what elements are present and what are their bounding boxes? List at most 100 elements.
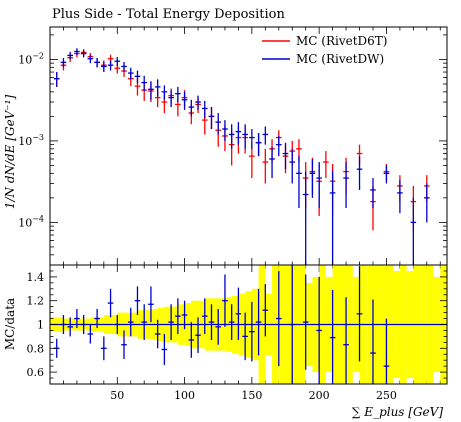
tick-label-exponent: −4 xyxy=(32,214,44,223)
legend-entry-dw: MC (RivetDW) xyxy=(262,52,384,66)
main-point xyxy=(127,67,134,80)
ratio-point xyxy=(235,287,242,340)
main-frame xyxy=(49,26,448,266)
ratio-point xyxy=(262,284,269,337)
ratio-point xyxy=(249,301,255,362)
main-point xyxy=(424,183,430,223)
ratio-point xyxy=(228,304,235,340)
main-point xyxy=(188,99,195,117)
main-point xyxy=(329,170,336,265)
main-point xyxy=(242,124,248,149)
main-point xyxy=(323,151,329,179)
main-point xyxy=(222,120,228,141)
ratio-point xyxy=(215,309,222,345)
ratio-point xyxy=(370,299,376,384)
ratio-y-tick-label: 1 xyxy=(37,319,44,332)
main-y-axis-label-text: 1/N dN/dE [GeV⁻¹] xyxy=(3,95,17,210)
main-point xyxy=(296,156,302,209)
main-y-tick-label: 10−3 xyxy=(18,133,44,148)
main-point xyxy=(282,142,289,170)
main-point xyxy=(107,60,114,71)
main-point xyxy=(255,133,262,157)
ratio-y-tick-label: 1.4 xyxy=(27,271,45,284)
main-point xyxy=(181,91,188,110)
ratio-point xyxy=(67,317,73,337)
ratio-point xyxy=(242,312,248,361)
ratio-point xyxy=(161,334,168,365)
ratio-point xyxy=(343,297,349,384)
main-point xyxy=(235,122,242,145)
main-point xyxy=(60,58,67,68)
ratio-point xyxy=(87,324,94,344)
main-point xyxy=(215,113,222,135)
ratio-point xyxy=(255,288,262,356)
ratio-point xyxy=(134,286,141,315)
x-tick-label: 250 xyxy=(376,389,397,402)
tick-label-exponent: −3 xyxy=(32,133,44,142)
ratio-y-tick-label: 0.6 xyxy=(27,366,45,379)
ratio-point xyxy=(121,330,127,360)
legend: MC (RivetD6T) MC (RivetDW) xyxy=(262,34,387,66)
tick-label-base: 10 xyxy=(18,53,32,66)
ratio-point xyxy=(101,336,107,361)
chart-title: Plus Side - Total Energy Deposition xyxy=(52,7,285,22)
legend-label-d6t: MC (RivetD6T) xyxy=(296,34,387,48)
main-point xyxy=(67,51,73,60)
main-point xyxy=(275,135,282,157)
ratio-point xyxy=(127,307,134,337)
x-tick-label: 150 xyxy=(241,389,262,402)
main-y-axis-label: 1/N dN/dE [GeV⁻¹] xyxy=(3,95,17,210)
main-point xyxy=(114,57,121,67)
main-point xyxy=(74,48,80,56)
main-point xyxy=(249,129,255,149)
main-point xyxy=(53,72,60,87)
main-point xyxy=(141,75,148,91)
x-axis-label: ∑ E_plus [GeV] xyxy=(352,405,443,419)
ratio-point xyxy=(168,304,174,340)
main-point xyxy=(356,156,363,190)
main-y-tick-label: 10−2 xyxy=(18,51,44,66)
ratio-point xyxy=(188,322,195,358)
ratio-point xyxy=(316,276,322,384)
main-point xyxy=(201,100,208,119)
main-point xyxy=(161,85,168,100)
main-point xyxy=(121,61,127,72)
ratio-point xyxy=(141,304,148,340)
main-point xyxy=(168,90,174,108)
ratio-y-tick-label: 1.2 xyxy=(27,295,45,308)
ratio-point xyxy=(302,274,309,370)
ratio-point xyxy=(195,317,201,354)
legend-entry-d6t: MC (RivetD6T) xyxy=(262,34,387,48)
ratio-point xyxy=(222,274,228,327)
main-point xyxy=(343,162,349,209)
main-point xyxy=(383,165,390,184)
main-point xyxy=(410,197,417,265)
main-point xyxy=(87,54,94,64)
legend-label-dw: MC (RivetDW) xyxy=(296,52,384,66)
main-point xyxy=(316,162,322,209)
ratio-point xyxy=(201,298,208,335)
main-y-tick-label: 10−4 xyxy=(18,214,44,229)
main-point xyxy=(148,81,154,100)
main-series-1 xyxy=(53,48,430,265)
x-tick-label: 50 xyxy=(110,389,124,402)
main-point xyxy=(262,126,269,145)
main-point xyxy=(370,178,376,209)
ratio-point xyxy=(329,289,336,384)
ratio-point xyxy=(175,298,181,335)
ratio-point xyxy=(275,270,282,367)
main-point xyxy=(80,50,87,58)
main-point xyxy=(262,148,269,184)
main-point xyxy=(101,61,107,73)
ratio-point xyxy=(148,286,154,323)
ratio-point xyxy=(356,266,363,362)
ratio-y-tick-label: 0.8 xyxy=(27,342,45,355)
main-point xyxy=(289,148,296,184)
main-point xyxy=(397,180,403,214)
main-point xyxy=(309,158,316,198)
ratio-series-0 xyxy=(53,265,390,384)
main-point xyxy=(154,79,161,97)
ratio-y-axis-label: MC/data xyxy=(3,298,17,350)
tick-label-exponent: −2 xyxy=(32,51,44,60)
